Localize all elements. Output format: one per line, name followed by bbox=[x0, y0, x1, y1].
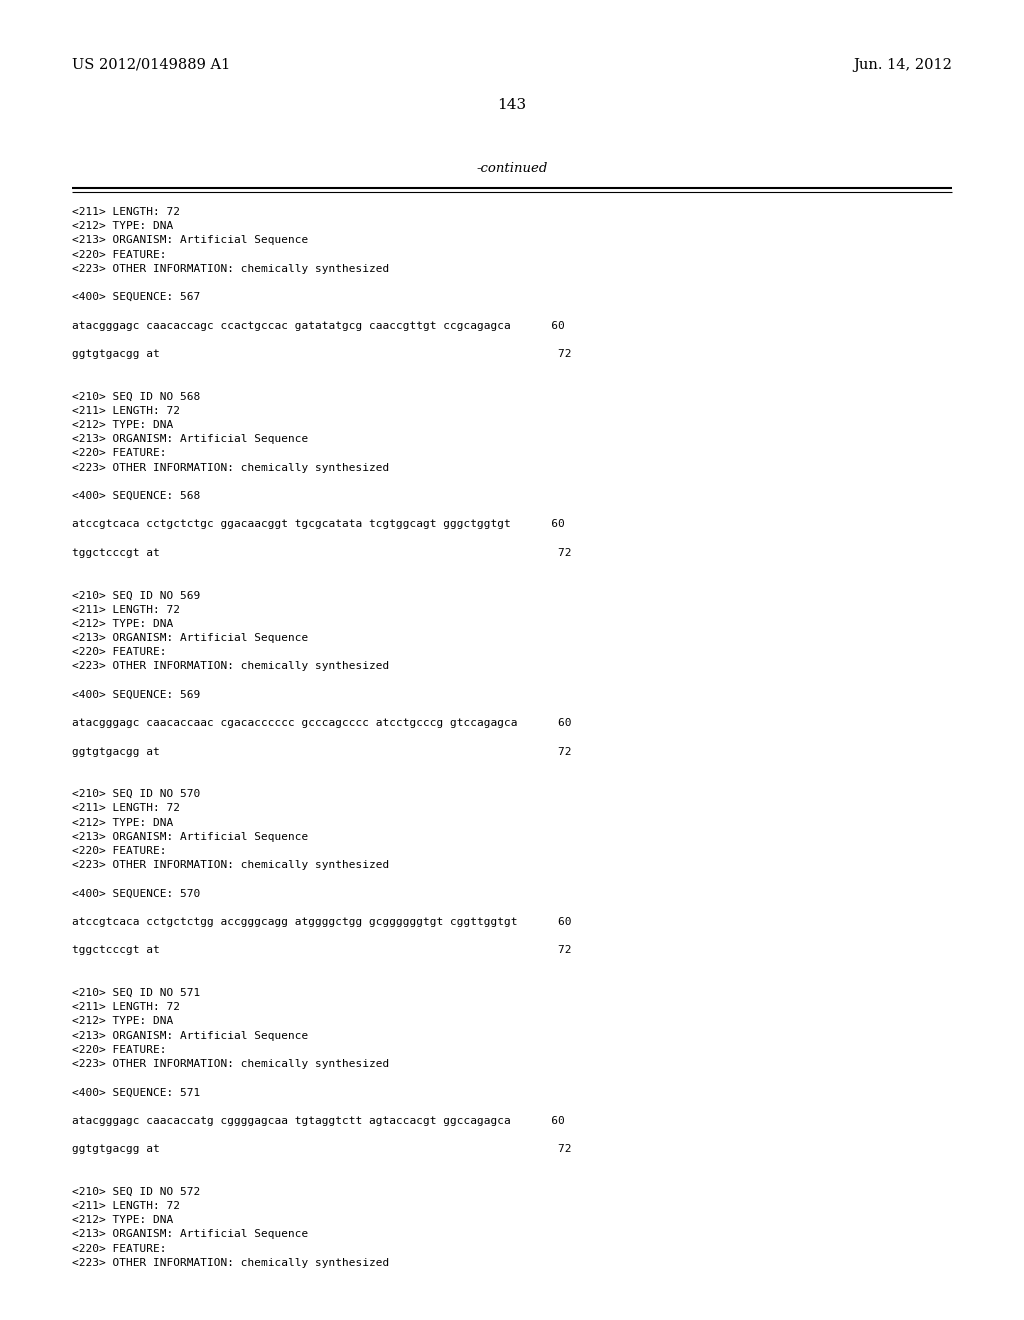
Text: <223> OTHER INFORMATION: chemically synthesized: <223> OTHER INFORMATION: chemically synt… bbox=[72, 861, 389, 870]
Text: <220> FEATURE:: <220> FEATURE: bbox=[72, 1243, 167, 1254]
Text: atccgtcaca cctgctctgg accgggcagg atggggctgg gcggggggtgt cggttggtgt      60: atccgtcaca cctgctctgg accgggcagg atggggc… bbox=[72, 917, 571, 927]
Text: <213> ORGANISM: Artificial Sequence: <213> ORGANISM: Artificial Sequence bbox=[72, 634, 308, 643]
Text: ggtgtgacgg at                                                           72: ggtgtgacgg at 72 bbox=[72, 1144, 571, 1154]
Text: <210> SEQ ID NO 568: <210> SEQ ID NO 568 bbox=[72, 392, 201, 401]
Text: <211> LENGTH: 72: <211> LENGTH: 72 bbox=[72, 804, 180, 813]
Text: <223> OTHER INFORMATION: chemically synthesized: <223> OTHER INFORMATION: chemically synt… bbox=[72, 462, 389, 473]
Text: -continued: -continued bbox=[476, 162, 548, 176]
Text: atccgtcaca cctgctctgc ggacaacggt tgcgcatata tcgtggcagt gggctggtgt      60: atccgtcaca cctgctctgc ggacaacggt tgcgcat… bbox=[72, 519, 565, 529]
Text: <211> LENGTH: 72: <211> LENGTH: 72 bbox=[72, 605, 180, 615]
Text: <211> LENGTH: 72: <211> LENGTH: 72 bbox=[72, 207, 180, 216]
Text: <400> SEQUENCE: 569: <400> SEQUENCE: 569 bbox=[72, 690, 201, 700]
Text: <212> TYPE: DNA: <212> TYPE: DNA bbox=[72, 420, 173, 430]
Text: US 2012/0149889 A1: US 2012/0149889 A1 bbox=[72, 58, 230, 73]
Text: <210> SEQ ID NO 571: <210> SEQ ID NO 571 bbox=[72, 987, 201, 998]
Text: <213> ORGANISM: Artificial Sequence: <213> ORGANISM: Artificial Sequence bbox=[72, 235, 308, 246]
Text: 143: 143 bbox=[498, 98, 526, 112]
Text: <212> TYPE: DNA: <212> TYPE: DNA bbox=[72, 619, 173, 628]
Text: <211> LENGTH: 72: <211> LENGTH: 72 bbox=[72, 1201, 180, 1210]
Text: atacgggagc caacaccagc ccactgccac gatatatgcg caaccgttgt ccgcagagca      60: atacgggagc caacaccagc ccactgccac gatatat… bbox=[72, 321, 565, 330]
Text: <211> LENGTH: 72: <211> LENGTH: 72 bbox=[72, 405, 180, 416]
Text: <213> ORGANISM: Artificial Sequence: <213> ORGANISM: Artificial Sequence bbox=[72, 1229, 308, 1239]
Text: <400> SEQUENCE: 567: <400> SEQUENCE: 567 bbox=[72, 292, 201, 302]
Text: atacgggagc caacaccatg cggggagcaa tgtaggtctt agtaccacgt ggccagagca      60: atacgggagc caacaccatg cggggagcaa tgtaggt… bbox=[72, 1115, 565, 1126]
Text: atacgggagc caacaccaac cgacacccccc gcccagcccc atcctgcccg gtccagagca      60: atacgggagc caacaccaac cgacacccccc gcccag… bbox=[72, 718, 571, 729]
Text: <223> OTHER INFORMATION: chemically synthesized: <223> OTHER INFORMATION: chemically synt… bbox=[72, 1258, 389, 1267]
Text: <210> SEQ ID NO 570: <210> SEQ ID NO 570 bbox=[72, 789, 201, 799]
Text: <400> SEQUENCE: 571: <400> SEQUENCE: 571 bbox=[72, 1088, 201, 1097]
Text: <212> TYPE: DNA: <212> TYPE: DNA bbox=[72, 1216, 173, 1225]
Text: <213> ORGANISM: Artificial Sequence: <213> ORGANISM: Artificial Sequence bbox=[72, 832, 308, 842]
Text: ggtgtgacgg at                                                           72: ggtgtgacgg at 72 bbox=[72, 747, 571, 756]
Text: <400> SEQUENCE: 568: <400> SEQUENCE: 568 bbox=[72, 491, 201, 502]
Text: Jun. 14, 2012: Jun. 14, 2012 bbox=[853, 58, 952, 73]
Text: ggtgtgacgg at                                                           72: ggtgtgacgg at 72 bbox=[72, 348, 571, 359]
Text: <210> SEQ ID NO 569: <210> SEQ ID NO 569 bbox=[72, 590, 201, 601]
Text: <210> SEQ ID NO 572: <210> SEQ ID NO 572 bbox=[72, 1187, 201, 1197]
Text: <220> FEATURE:: <220> FEATURE: bbox=[72, 647, 167, 657]
Text: <223> OTHER INFORMATION: chemically synthesized: <223> OTHER INFORMATION: chemically synt… bbox=[72, 264, 389, 273]
Text: <220> FEATURE:: <220> FEATURE: bbox=[72, 1045, 167, 1055]
Text: <213> ORGANISM: Artificial Sequence: <213> ORGANISM: Artificial Sequence bbox=[72, 1031, 308, 1040]
Text: <220> FEATURE:: <220> FEATURE: bbox=[72, 846, 167, 855]
Text: <211> LENGTH: 72: <211> LENGTH: 72 bbox=[72, 1002, 180, 1012]
Text: <400> SEQUENCE: 570: <400> SEQUENCE: 570 bbox=[72, 888, 201, 899]
Text: <223> OTHER INFORMATION: chemically synthesized: <223> OTHER INFORMATION: chemically synt… bbox=[72, 661, 389, 672]
Text: <212> TYPE: DNA: <212> TYPE: DNA bbox=[72, 222, 173, 231]
Text: tggctcccgt at                                                           72: tggctcccgt at 72 bbox=[72, 548, 571, 558]
Text: <220> FEATURE:: <220> FEATURE: bbox=[72, 449, 167, 458]
Text: <220> FEATURE:: <220> FEATURE: bbox=[72, 249, 167, 260]
Text: <212> TYPE: DNA: <212> TYPE: DNA bbox=[72, 817, 173, 828]
Text: tggctcccgt at                                                           72: tggctcccgt at 72 bbox=[72, 945, 571, 956]
Text: <223> OTHER INFORMATION: chemically synthesized: <223> OTHER INFORMATION: chemically synt… bbox=[72, 1059, 389, 1069]
Text: <213> ORGANISM: Artificial Sequence: <213> ORGANISM: Artificial Sequence bbox=[72, 434, 308, 445]
Text: <212> TYPE: DNA: <212> TYPE: DNA bbox=[72, 1016, 173, 1027]
